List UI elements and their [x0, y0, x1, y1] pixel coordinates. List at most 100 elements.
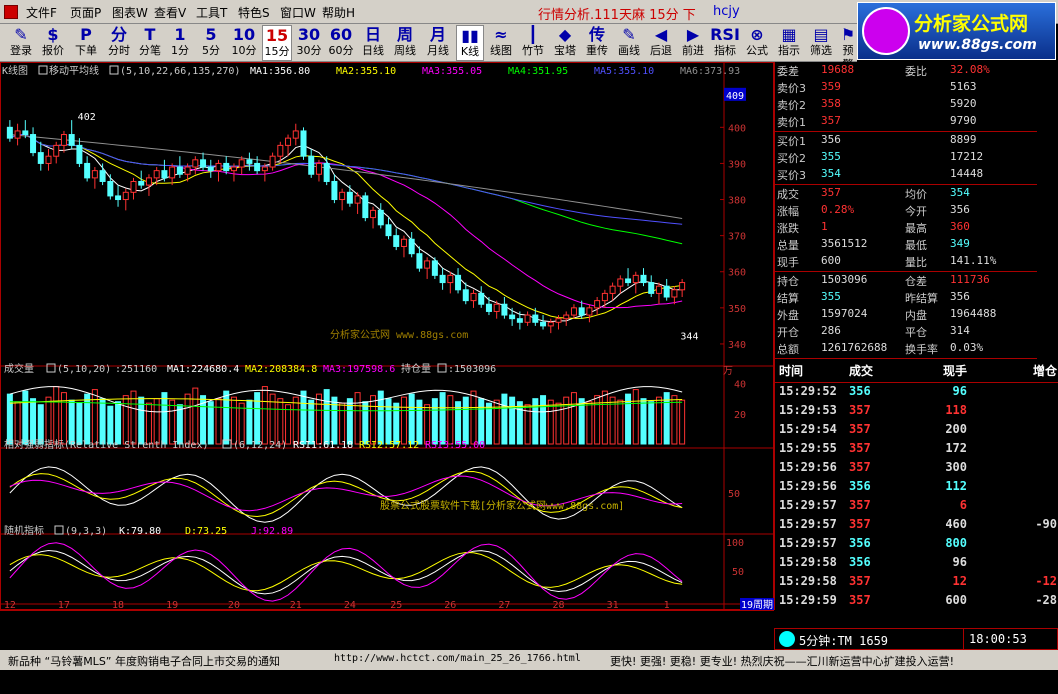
toolbar-login-button[interactable]: ✎ 登录 — [6, 25, 36, 61]
volume-bar — [555, 402, 562, 445]
ma-line-ma2 — [9, 134, 683, 319]
rsi3-line — [9, 475, 683, 512]
toolbar-tower-button[interactable]: ◆ 宝塔 — [550, 25, 580, 61]
tick-volume: 112 — [945, 479, 967, 493]
candle — [447, 274, 454, 284]
menu-tools[interactable]: 工具T — [196, 6, 228, 20]
candle — [586, 307, 593, 316]
quote-label: 内盘 — [905, 309, 927, 322]
tower-icon: ◆ — [558, 25, 572, 44]
menu-file[interactable]: 文件F — [26, 6, 57, 20]
volume-bar — [76, 402, 83, 445]
menu-window[interactable]: 窗口W — [280, 6, 316, 20]
news-headline[interactable]: 新品种 “马铃薯MLS” 年度购销电子合同上市交易的通知 — [8, 655, 280, 668]
quote-value: 356 — [950, 290, 970, 303]
candle — [68, 134, 75, 146]
logo-banner: 分析家公式网 www.88gs.com — [857, 2, 1056, 60]
quote-label: 卖价1 — [777, 116, 806, 129]
tick-price: 357 — [849, 574, 871, 588]
tick-volume: 300 — [945, 460, 967, 474]
toolbar-formula-button[interactable]: ⊗ 公式 — [742, 25, 772, 61]
volume-bar — [30, 398, 37, 445]
volume-bar — [200, 395, 207, 445]
toolbar-weekly-button[interactable]: 周周线 — [390, 25, 420, 61]
candle — [145, 177, 152, 186]
candle — [277, 144, 284, 157]
tick-row: 15:29:57 357 460 -90 — [775, 517, 1058, 536]
toolbar-indicator-button[interactable]: RSI 指标 — [710, 25, 740, 61]
toolbar-label: 线图 — [490, 44, 512, 57]
collapse-icon — [109, 65, 119, 75]
collapse-icon — [46, 363, 56, 373]
toolbar-tick-button[interactable]: T 分笔 — [136, 25, 164, 61]
volume-bar — [339, 402, 346, 445]
toolbar-daily-button[interactable]: 日日线 — [358, 25, 388, 61]
app-icon[interactable] — [4, 5, 18, 19]
toolbar-label: 5分 — [202, 44, 220, 57]
toolbar-quote-button[interactable]: $ 报价 — [38, 25, 68, 61]
ma-legend-ma5: MA5:355.10 — [594, 66, 654, 77]
ma-legend-ma2: MA2:355.10 — [336, 66, 396, 77]
candle — [493, 303, 500, 312]
quote-label: 现手 — [777, 256, 799, 269]
toolbar-back-button[interactable]: ◀ 后退 — [646, 25, 676, 61]
candle — [230, 166, 237, 172]
toolbar-order-button[interactable]: P 下单 — [70, 25, 102, 61]
menu-help[interactable]: 帮助H — [322, 6, 356, 20]
toolbar-monthly-button[interactable]: 月月线 — [422, 25, 454, 61]
toolbar-60min-button[interactable]: 60 60分 — [326, 25, 356, 61]
toolbar-signal-button[interactable]: ▦ 指示 — [774, 25, 804, 61]
candle — [617, 278, 624, 287]
toolbar-reload-button[interactable]: 传重传 — [582, 25, 612, 61]
timer-label: 5分钟:TM 1659 — [799, 634, 889, 648]
menu-features[interactable]: 特色S — [238, 6, 270, 20]
collapse-icon — [54, 525, 64, 535]
rsi-params: (6,12,24) — [233, 440, 287, 451]
tick-price: 357 — [849, 441, 871, 455]
menu-chart[interactable]: 图表W — [112, 6, 148, 20]
quote-label: 最低 — [905, 239, 927, 252]
kdj-tick-label: 50 — [732, 567, 744, 578]
tick-oi-change: -90 — [1035, 517, 1057, 531]
toolbar-filter-button[interactable]: ▤ 筛选 — [806, 25, 836, 61]
volume-bar — [362, 401, 369, 445]
volume-bar — [22, 390, 29, 445]
toolbar-alert-button[interactable]: ⚑ 预警 — [838, 25, 858, 71]
tick-time: 15:29:58 — [779, 574, 837, 588]
tick-row: 15:29:53 357 118 — [775, 403, 1058, 422]
quote-label: 总额 — [777, 343, 799, 356]
toolbar-5min-button[interactable]: 5 5分 — [196, 25, 226, 61]
toolbar-15min-button[interactable]: 15 15分 — [262, 25, 292, 61]
toolbar-timeshare-button[interactable]: 分分时 — [104, 25, 134, 61]
candle — [91, 170, 98, 179]
current-price-label: 409 — [726, 91, 744, 102]
tick-volume: 200 — [945, 422, 967, 436]
toolbar-10min-button[interactable]: 10 10分 — [228, 25, 260, 61]
toolbar-drawline-button[interactable]: ✎ 画线 — [614, 25, 644, 61]
volume-bar — [601, 390, 608, 445]
quote-value: 286 — [821, 324, 841, 337]
toolbar-label: 30分 — [296, 44, 322, 57]
news-url[interactable]: http://www.hctct.com/main_25_26_1766.htm… — [334, 653, 581, 664]
toolbar-kline-button[interactable]: ▮▮ K线 — [456, 25, 484, 61]
x-axis-label: 12 — [4, 600, 16, 610]
menu-page[interactable]: 页面P — [70, 6, 102, 20]
candle — [184, 166, 191, 175]
volume-bar — [655, 396, 662, 445]
tick-price: 356 — [849, 384, 871, 398]
toolbar-30min-button[interactable]: 30 30分 — [294, 25, 324, 61]
toolbar-forward-button[interactable]: ▶ 前进 — [678, 25, 708, 61]
tick-header-chg: 增仓 — [1032, 364, 1057, 378]
price-tick-label: 370 — [728, 232, 746, 243]
toolbar-1min-button[interactable]: 1 1分 — [166, 25, 194, 61]
menu-view[interactable]: 查看V — [154, 6, 187, 20]
toolbar-linechart-button[interactable]: ≈ 线图 — [486, 25, 516, 61]
toolbar-bamboo-button[interactable]: ┃ 竹节 — [518, 25, 548, 61]
candle — [370, 209, 377, 219]
quote-label: 今开 — [905, 205, 927, 218]
quote-value: 0.03% — [950, 341, 984, 354]
quote-value: 3561512 — [821, 237, 868, 250]
quote-value: 355 — [821, 150, 841, 163]
quote-row: 现手 600 量比 141.11% — [775, 254, 1037, 271]
volume-bar — [648, 401, 655, 445]
